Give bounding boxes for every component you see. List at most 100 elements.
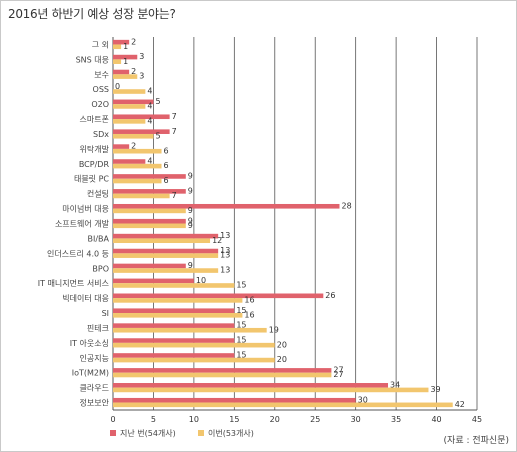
bar-value-label: 2 [131, 37, 136, 46]
bar-current [113, 163, 162, 169]
bar-current [113, 208, 186, 214]
bar-previous [113, 397, 356, 403]
bar-value-label: 27 [333, 366, 343, 375]
bar-value-label: 9 [188, 261, 193, 270]
bar-value-label: 1 [123, 42, 128, 51]
bar-current [113, 372, 332, 378]
bar-value-label: 9 [188, 172, 193, 181]
bar-current [113, 342, 275, 348]
bar-value-label: 20 [277, 355, 287, 364]
x-tick-label: 15 [229, 415, 239, 424]
bar-previous [113, 189, 186, 194]
bar-previous [113, 278, 194, 284]
bar-previous [113, 368, 332, 373]
legend-label: 이번(53개사) [208, 428, 254, 438]
bar-value-label: 12 [212, 236, 222, 245]
bar-current [113, 148, 162, 154]
bar-value-label: 1 [123, 57, 128, 66]
bar-value-label: 13 [220, 266, 230, 275]
category-label: 빅데이터 대응 [62, 293, 109, 303]
category-label: BI/BA [87, 234, 109, 243]
category-label: 보수 [94, 70, 109, 79]
bar-value-label: 13 [220, 231, 230, 240]
category-label: SDx [93, 130, 109, 139]
x-tick-label: 30 [351, 415, 361, 424]
x-tick-label: 40 [431, 415, 441, 424]
bar-current [113, 178, 162, 184]
bar-value-label: 9 [188, 221, 193, 230]
category-label: 그 외 [92, 39, 109, 49]
category-label: IoT(M2M) [72, 369, 109, 378]
bar-previous [113, 233, 219, 239]
bar-current [113, 253, 219, 258]
bar-value-label: 7 [172, 112, 177, 121]
bar-value-label: 9 [188, 206, 193, 215]
bar-value-label: 42 [455, 400, 465, 409]
bar-value-label: 2 [131, 67, 136, 76]
category-label: 스마트폰 [80, 115, 109, 124]
bar-value-label: 19 [269, 325, 279, 334]
bar-value-label: 6 [164, 176, 169, 185]
bar-value-label: 26 [325, 291, 335, 300]
bar-previous [113, 218, 186, 224]
bar-previous [113, 338, 235, 343]
category-label: 위탁개발 [80, 144, 110, 154]
bar-value-label: 15 [236, 336, 246, 345]
legend-label: 지난 번(54개사) [120, 428, 176, 438]
bar-previous [113, 248, 219, 254]
bar-current [113, 59, 122, 64]
bar-value-label: 15 [236, 281, 246, 290]
bar-current [113, 193, 170, 199]
bar-value-label: 2 [131, 142, 136, 151]
bar-previous [113, 323, 235, 328]
category-label: IT 아웃소싱 [70, 338, 109, 348]
x-tick-label: 35 [391, 415, 401, 424]
bar-value-label: 3 [139, 72, 144, 81]
bar-value-label: 34 [390, 380, 400, 389]
bar-value-label: 4 [147, 157, 152, 166]
bar-value-label: 13 [220, 246, 230, 255]
bar-previous [113, 293, 324, 299]
bar-current [113, 357, 275, 363]
bar-value-label: 9 [188, 186, 193, 195]
bar-current [113, 89, 146, 94]
bar-value-label: 16 [244, 310, 254, 319]
category-label: OSS [93, 85, 109, 94]
bar-value-label: 30 [358, 395, 368, 404]
legend-swatch [198, 430, 204, 436]
bar-value-label: 15 [236, 351, 246, 360]
category-label: IT 매니지먼트 서비스 [38, 278, 109, 288]
bar-value-label: 0 [115, 82, 120, 91]
bar-value-label: 15 [236, 306, 246, 315]
bar-current [113, 238, 211, 244]
bar-value-label: 7 [172, 191, 177, 200]
category-label: 소프트웨어 개발 [55, 219, 110, 229]
bar-previous [113, 144, 130, 149]
category-label: 인더스트리 4.0 등 [47, 248, 109, 258]
bar-value-label: 3 [139, 52, 144, 61]
category-label: 인공지능 [80, 353, 109, 363]
bar-previous [113, 54, 138, 60]
category-label: BPO [92, 264, 109, 273]
bar-value-label: 5 [155, 97, 160, 106]
category-label: 정보보안 [80, 398, 110, 408]
chart-title: 2016년 하반기 예상 성장 분야는? [8, 7, 176, 21]
bar-previous [113, 99, 154, 105]
category-label: SNS 대응 [76, 55, 109, 64]
bar-current [113, 298, 243, 303]
bar-previous [113, 39, 130, 45]
bar-value-label: 27 [333, 370, 343, 379]
x-tick-label: 5 [151, 415, 156, 424]
bar-previous [113, 159, 146, 164]
bar-previous [113, 383, 389, 388]
bar-value-label: 15 [236, 321, 246, 330]
bar-value-label: 39 [430, 385, 440, 394]
category-label: 핀테크 [87, 324, 109, 333]
bar-current [113, 283, 235, 288]
bar-previous [113, 174, 186, 179]
bar-previous [113, 263, 186, 269]
bar-value-label: 7 [172, 127, 177, 136]
bar-value-label: 10 [196, 276, 206, 285]
x-tick-label: 45 [472, 415, 482, 424]
bar-previous [113, 129, 170, 134]
